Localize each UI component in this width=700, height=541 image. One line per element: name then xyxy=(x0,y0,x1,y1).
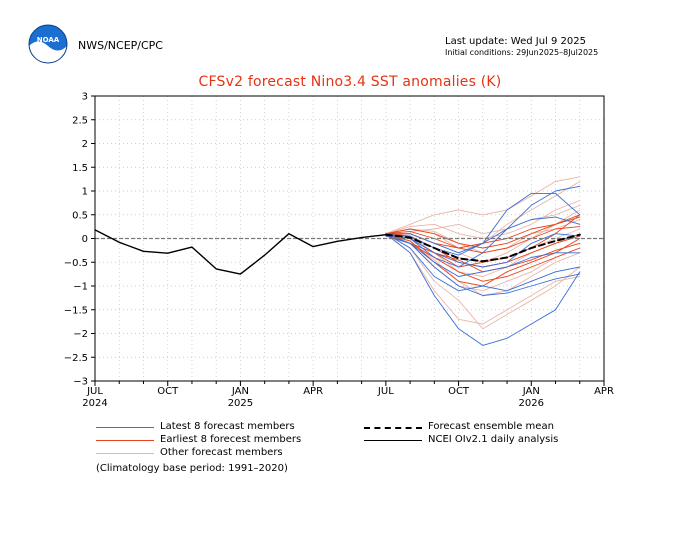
analysis-series xyxy=(94,229,387,275)
logo-text: NOAA xyxy=(37,36,60,44)
y-axis: 3 2.5 2 1.5 1 0.5 0 −0.5 −1 −1.5 −2 −2.5 −3 xyxy=(64,92,95,388)
latest-member-line xyxy=(385,233,581,268)
legend-analysis: NCEI OIv2.1 daily analysis xyxy=(428,434,559,445)
last-update: Last update: Wed Jul 9 2025 xyxy=(445,36,587,47)
y-tick-label: −3 xyxy=(73,377,88,388)
y-tick-label: 1.5 xyxy=(72,163,88,174)
latest-member-line xyxy=(385,233,581,346)
legend-swatch-analysis xyxy=(364,440,422,441)
legend-other: Other forecast members xyxy=(160,447,283,458)
x-tick-label: APR xyxy=(594,386,614,397)
x-tick-label: OCT xyxy=(157,386,179,397)
legend-earliest: Earliest 8 forecest members xyxy=(160,434,302,445)
x-tick-label: JUL xyxy=(377,386,394,397)
chart-title: CFSv2 forecast Nino3.4 SST anomalies (K) xyxy=(198,74,502,90)
latest-members xyxy=(385,185,581,346)
x-tick-label: JUL xyxy=(86,386,103,397)
legend-mean: Forecast ensemble mean xyxy=(428,421,554,432)
noaa-logo: NOAA xyxy=(28,24,68,65)
legend-swatch-other xyxy=(96,453,154,454)
other-member-line xyxy=(385,176,581,235)
x-tick-label: JAN xyxy=(522,386,540,397)
initial-conditions: Initial conditions: 29Jun2025–8Jul2025 xyxy=(445,48,599,57)
y-tick-label: −1 xyxy=(73,282,88,293)
x-year-label: 2025 xyxy=(228,398,253,409)
x-tick-label: JAN xyxy=(231,386,249,397)
latest-member-line xyxy=(385,216,581,254)
agency-label: NWS/NCEP/CPC xyxy=(78,39,163,52)
other-member-line xyxy=(385,234,581,325)
y-tick-label: 0 xyxy=(82,234,88,245)
x-tick-label: APR xyxy=(303,386,323,397)
climatology-note: (Climatology base period: 1991–2020) xyxy=(96,463,288,474)
latest-member-line xyxy=(385,185,581,268)
mean-series xyxy=(384,233,581,263)
y-tick-label: 0.5 xyxy=(72,210,88,221)
x-year-label: 2024 xyxy=(82,398,107,409)
y-tick-label: −0.5 xyxy=(64,258,88,269)
y-tick-label: 3 xyxy=(82,92,88,103)
ensemble-mean-line xyxy=(384,233,581,263)
update-info: Last update: Wed Jul 9 2025 Initial cond… xyxy=(445,36,598,58)
y-tick-label: −1.5 xyxy=(64,305,88,316)
legend: Latest 8 forecast members Earliest 8 for… xyxy=(96,421,616,481)
legend-latest: Latest 8 forecast members xyxy=(160,421,295,432)
x-tick-label: OCT xyxy=(448,386,470,397)
y-tick-label: 2.5 xyxy=(72,115,88,126)
legend-swatch-latest xyxy=(96,427,154,428)
y-tick-label: −2.5 xyxy=(64,353,88,364)
y-tick-label: −2 xyxy=(73,329,88,340)
analysis-line xyxy=(94,229,387,275)
y-tick-label: 2 xyxy=(82,139,88,150)
latest-member-line xyxy=(385,233,581,277)
x-year-label: 2026 xyxy=(519,398,544,409)
latest-member-line xyxy=(385,233,581,292)
legend-swatch-earliest xyxy=(96,440,154,441)
earliest-member-line xyxy=(385,214,581,249)
legend-swatch-mean xyxy=(364,427,422,429)
other-member-line xyxy=(385,233,581,330)
earliest-members xyxy=(385,214,581,287)
y-tick-label: 1 xyxy=(82,187,88,198)
latest-member-line xyxy=(385,235,581,296)
